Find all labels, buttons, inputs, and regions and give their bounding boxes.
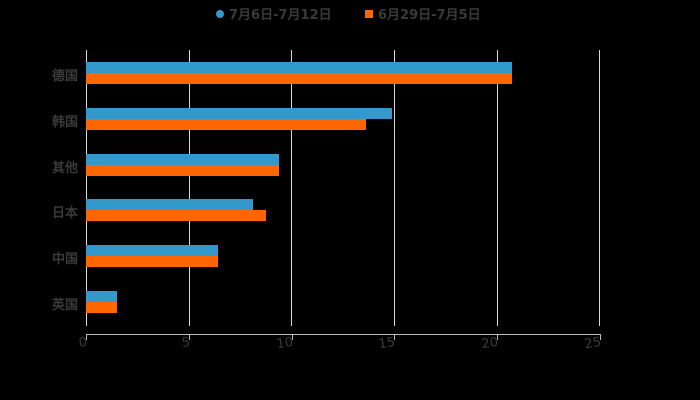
bar-series-2[interactable] [86, 210, 266, 221]
bar-series-1[interactable] [86, 108, 392, 119]
legend-item-series-2[interactable]: 6月29日-7月5日 [365, 4, 481, 23]
chart-legend: 7月6日-7月12日 6月29日-7月5日 [0, 4, 700, 23]
bar-series-1[interactable] [86, 62, 512, 73]
x-tick [497, 334, 498, 340]
x-tick-label: 25 [583, 335, 603, 353]
x-tick [600, 334, 601, 340]
legend-circle-icon [216, 9, 224, 18]
x-tick [189, 334, 190, 340]
x-tick-label: 20 [480, 335, 500, 353]
bar-series-1[interactable] [86, 154, 279, 165]
x-tick-label: 15 [377, 335, 397, 353]
legend-square-icon [365, 9, 373, 18]
x-tick-label: 0 [77, 335, 89, 352]
category-label: 日本 [51, 206, 78, 221]
x-tick-label: 5 [180, 335, 192, 352]
bar-series-2[interactable] [86, 119, 366, 130]
bar-series-1[interactable] [86, 291, 117, 302]
gridline [497, 50, 498, 326]
x-axis-line [86, 334, 600, 335]
bar-series-2[interactable] [86, 256, 218, 267]
category-label: 中国 [51, 252, 78, 267]
legend-label: 6月29日-7月5日 [378, 8, 481, 23]
bar-series-2[interactable] [86, 165, 279, 176]
gridline [599, 50, 600, 326]
category-label: 韩国 [51, 115, 78, 130]
category-label: 其他 [51, 161, 78, 176]
x-tick [394, 334, 395, 340]
bar-series-2[interactable] [86, 73, 512, 84]
gridline [291, 50, 292, 326]
x-tick [292, 334, 293, 340]
legend-label: 7月6日-7月12日 [229, 8, 332, 23]
bar-series-1[interactable] [86, 199, 253, 210]
category-label: 英国 [51, 298, 78, 313]
gridline [394, 50, 395, 326]
legend-item-series-1[interactable]: 7月6日-7月12日 [216, 4, 332, 23]
x-tick [86, 334, 87, 340]
gridline [86, 50, 87, 326]
gridline [189, 50, 190, 326]
plot-area [86, 50, 600, 326]
x-tick-label: 10 [275, 335, 295, 353]
bar-series-2[interactable] [86, 302, 117, 313]
bar-series-1[interactable] [86, 245, 218, 256]
category-label: 德国 [51, 69, 78, 84]
